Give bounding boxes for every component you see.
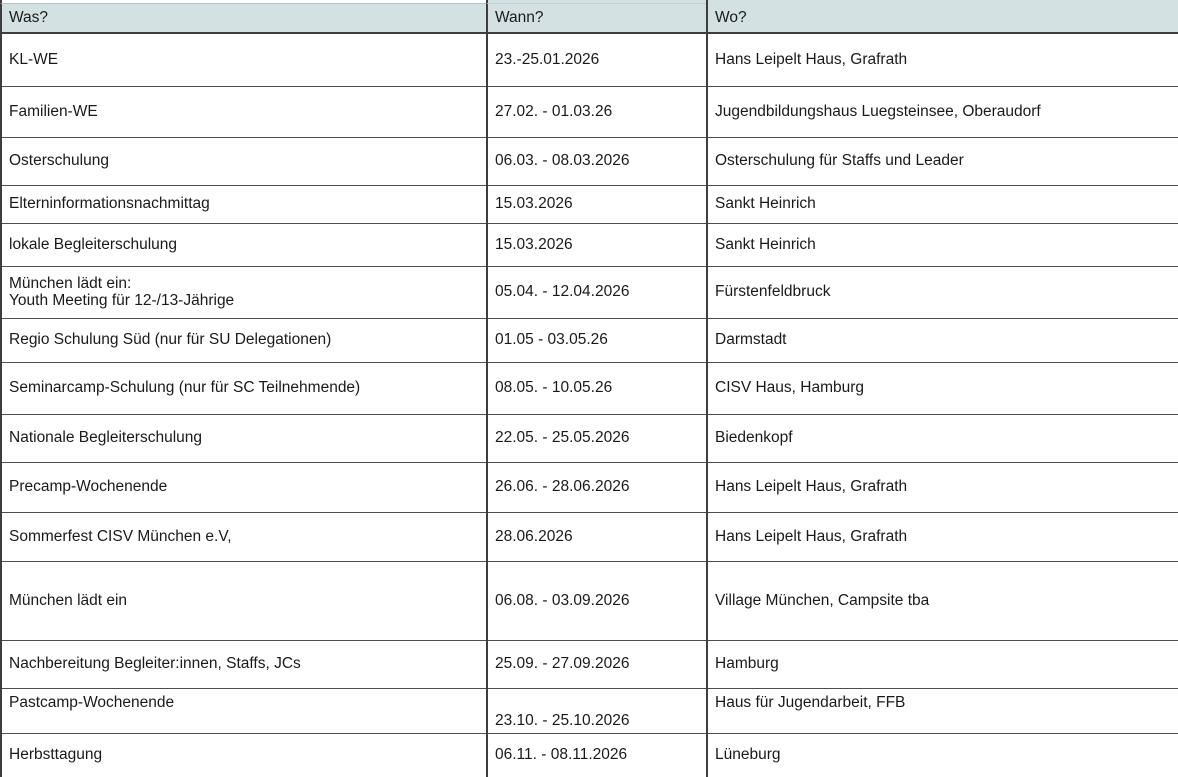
- table-row: Osterschulung 06.03. - 08.03.2026 Osters…: [0, 136, 1178, 185]
- event-name-cell: lokale Begleiterschulung: [0, 222, 487, 266]
- column-header-was: Was?: [0, 4, 487, 34]
- event-date-cell: 06.03. - 08.03.2026: [486, 136, 707, 185]
- event-date-cell: 23.10. - 25.10.2026: [486, 687, 707, 733]
- table-row: Precamp-Wochenende 26.06. - 28.06.2026 H…: [0, 461, 1178, 512]
- event-date-cell: 27.02. - 01.03.26: [486, 85, 707, 137]
- column-header-wo: Wo?: [706, 4, 1178, 34]
- event-name-cell: Elterninformationsnachmittag: [0, 184, 487, 223]
- event-name-cell: KL-WE: [0, 33, 487, 86]
- event-date-cell: 06.11. - 08.11.2026: [486, 732, 707, 777]
- event-location-cell: Osterschulung für Staffs und Leader: [706, 136, 1178, 185]
- table-row: Elterninformationsnachmittag 15.03.2026 …: [0, 184, 1178, 223]
- table-row: Nationale Begleiterschulung 22.05. - 25.…: [0, 413, 1178, 462]
- event-location-cell: Sankt Heinrich: [706, 184, 1178, 223]
- event-location-cell: Lüneburg: [706, 732, 1178, 777]
- table-row: München lädt ein: Youth Meeting für 12-/…: [0, 265, 1178, 318]
- table-row: lokale Begleiterschulung 15.03.2026 Sank…: [0, 222, 1178, 266]
- event-location-cell: Fürstenfeldbruck: [706, 265, 1178, 318]
- event-date-cell: 15.03.2026: [486, 184, 707, 223]
- table-row: München lädt ein 06.08. - 03.09.2026 Vil…: [0, 560, 1178, 640]
- event-date-cell: 28.06.2026: [486, 511, 707, 561]
- event-location-cell: Hamburg: [706, 639, 1178, 688]
- table-row: Familien-WE 27.02. - 01.03.26 Jugendbild…: [0, 85, 1178, 137]
- event-name-cell: Osterschulung: [0, 136, 487, 185]
- table-body: KL-WE 23.-25.01.2026 Hans Leipelt Haus, …: [0, 33, 1178, 777]
- event-location-cell: Haus für Jugendarbeit, FFB: [706, 687, 1178, 733]
- event-date-cell: 01.05 - 03.05.26: [486, 317, 707, 362]
- event-name-cell: Nationale Begleiterschulung: [0, 413, 487, 462]
- event-date-cell: 05.04. - 12.04.2026: [486, 265, 707, 318]
- table-row: Pastcamp-Wochenende 23.10. - 25.10.2026 …: [0, 687, 1178, 733]
- cropped-top-strip: [0, 0, 1178, 4]
- event-location-cell: Hans Leipelt Haus, Grafrath: [706, 461, 1178, 512]
- event-location-cell: CISV Haus, Hamburg: [706, 361, 1178, 414]
- table-row: Regio Schulung Süd (nur für SU Delegatio…: [0, 317, 1178, 362]
- event-location-cell: Biedenkopf: [706, 413, 1178, 462]
- event-name-cell: Seminarcamp-Schulung (nur für SC Teilneh…: [0, 361, 487, 414]
- event-name-cell: Pastcamp-Wochenende: [0, 687, 487, 733]
- event-date-cell: 08.05. - 10.05.26: [486, 361, 707, 414]
- event-location-cell: Village München, Campsite tba: [706, 560, 1178, 640]
- event-name-cell: München lädt ein: [0, 560, 487, 640]
- table-header: Was? Wann? Wo?: [0, 4, 1178, 34]
- event-name-cell: Sommerfest CISV München e.V,: [0, 511, 487, 561]
- event-name-cell: Regio Schulung Süd (nur für SU Delegatio…: [0, 317, 487, 362]
- top-strip-wann-segment: [486, 0, 706, 4]
- table-row: KL-WE 23.-25.01.2026 Hans Leipelt Haus, …: [0, 33, 1178, 86]
- event-date-cell: 22.05. - 25.05.2026: [486, 413, 707, 462]
- header-row: Was? Wann? Wo?: [0, 4, 1178, 34]
- event-date-cell: 25.09. - 27.09.2026: [486, 639, 707, 688]
- event-location-cell: Jugendbildungshaus Luegsteinsee, Oberaud…: [706, 85, 1178, 137]
- event-location-cell: Sankt Heinrich: [706, 222, 1178, 266]
- column-header-wann: Wann?: [486, 4, 707, 34]
- event-name-cell: Familien-WE: [0, 85, 487, 137]
- event-name-cell: Precamp-Wochenende: [0, 461, 487, 512]
- event-name-cell: Herbsttagung: [0, 732, 487, 777]
- event-location-cell: Hans Leipelt Haus, Grafrath: [706, 511, 1178, 561]
- event-date-cell: 15.03.2026: [486, 222, 707, 266]
- event-date-cell: 06.08. - 03.09.2026: [486, 560, 707, 640]
- events-table: Was? Wann? Wo? KL-WE 23.-25.01.2026 Hans…: [0, 4, 1178, 777]
- top-strip-wo-segment: [706, 0, 1178, 4]
- event-name-cell: Nachbereitung Begleiter:innen, Staffs, J…: [0, 639, 487, 688]
- table-row: Nachbereitung Begleiter:innen, Staffs, J…: [0, 639, 1178, 688]
- event-date-cell: 26.06. - 28.06.2026: [486, 461, 707, 512]
- top-strip-was-segment: [0, 0, 486, 4]
- table-row: Sommerfest CISV München e.V, 28.06.2026 …: [0, 511, 1178, 561]
- event-date-cell: 23.-25.01.2026: [486, 33, 707, 86]
- table-row: Seminarcamp-Schulung (nur für SC Teilneh…: [0, 361, 1178, 414]
- event-location-cell: Darmstadt: [706, 317, 1178, 362]
- event-location-cell: Hans Leipelt Haus, Grafrath: [706, 33, 1178, 86]
- table-row: Herbsttagung 06.11. - 08.11.2026 Lünebur…: [0, 732, 1178, 777]
- event-name-cell: München lädt ein: Youth Meeting für 12-/…: [0, 265, 487, 318]
